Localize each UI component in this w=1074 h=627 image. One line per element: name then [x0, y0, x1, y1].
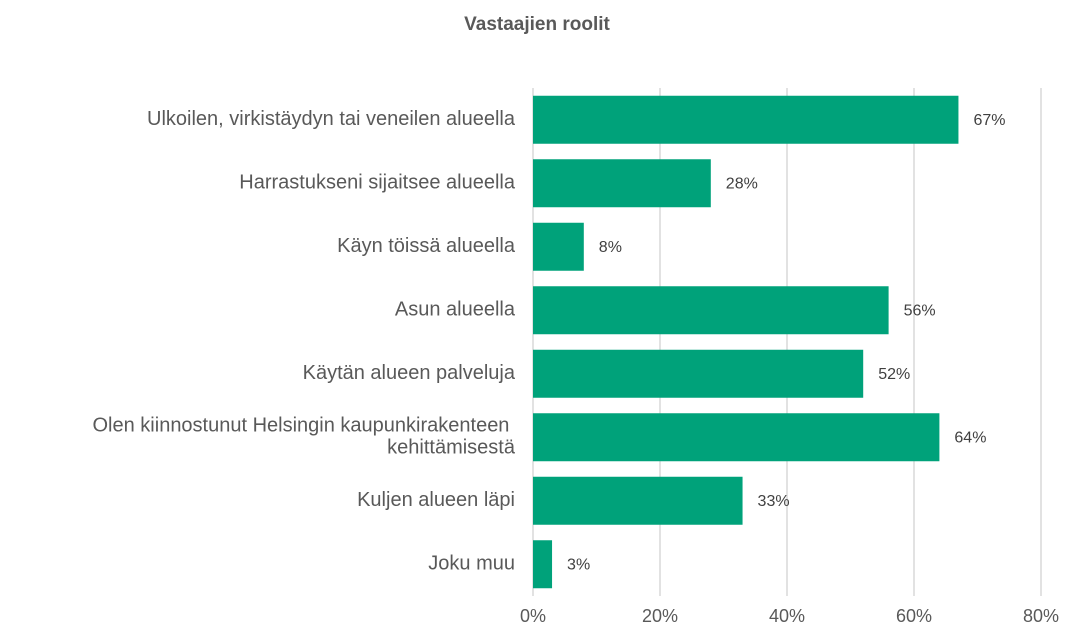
y-tick-label: Asun alueella — [395, 299, 516, 321]
bar — [533, 95, 959, 144]
y-tick-label: Joku muu — [428, 553, 515, 575]
y-tick-label: Käytän alueen palveluja — [303, 362, 516, 384]
bar — [533, 159, 711, 208]
bar — [533, 476, 743, 525]
y-tick-label: Kuljen alueen läpi — [357, 489, 515, 511]
y-tick-label: Käyn töissä alueella — [337, 235, 516, 257]
bar — [533, 540, 553, 589]
x-tick-label: 0% — [520, 606, 546, 626]
value-label: 56% — [904, 302, 936, 319]
value-label: 8% — [599, 239, 622, 256]
y-tick-label: Olen kiinnostunut Helsingin kaupunkirake… — [93, 415, 516, 459]
value-label: 33% — [758, 493, 790, 510]
x-tick-label: 20% — [642, 606, 678, 626]
bar — [533, 413, 940, 462]
value-label: 28% — [726, 175, 758, 192]
x-tick-label: 80% — [1023, 606, 1059, 626]
value-label: 64% — [954, 429, 986, 446]
value-label: 3% — [567, 556, 590, 573]
chart-title: Vastaajien roolit — [464, 14, 610, 35]
x-tick-label: 60% — [896, 606, 932, 626]
bar — [533, 222, 584, 271]
bar — [533, 286, 889, 335]
value-label: 67% — [973, 112, 1005, 129]
x-tick-label: 40% — [769, 606, 805, 626]
y-tick-label: Harrastukseni sijaitsee alueella — [239, 172, 516, 194]
bar — [533, 349, 864, 398]
value-label: 52% — [878, 366, 910, 383]
y-tick-label: Ulkoilen, virkistäydyn tai veneilen alue… — [147, 108, 516, 130]
